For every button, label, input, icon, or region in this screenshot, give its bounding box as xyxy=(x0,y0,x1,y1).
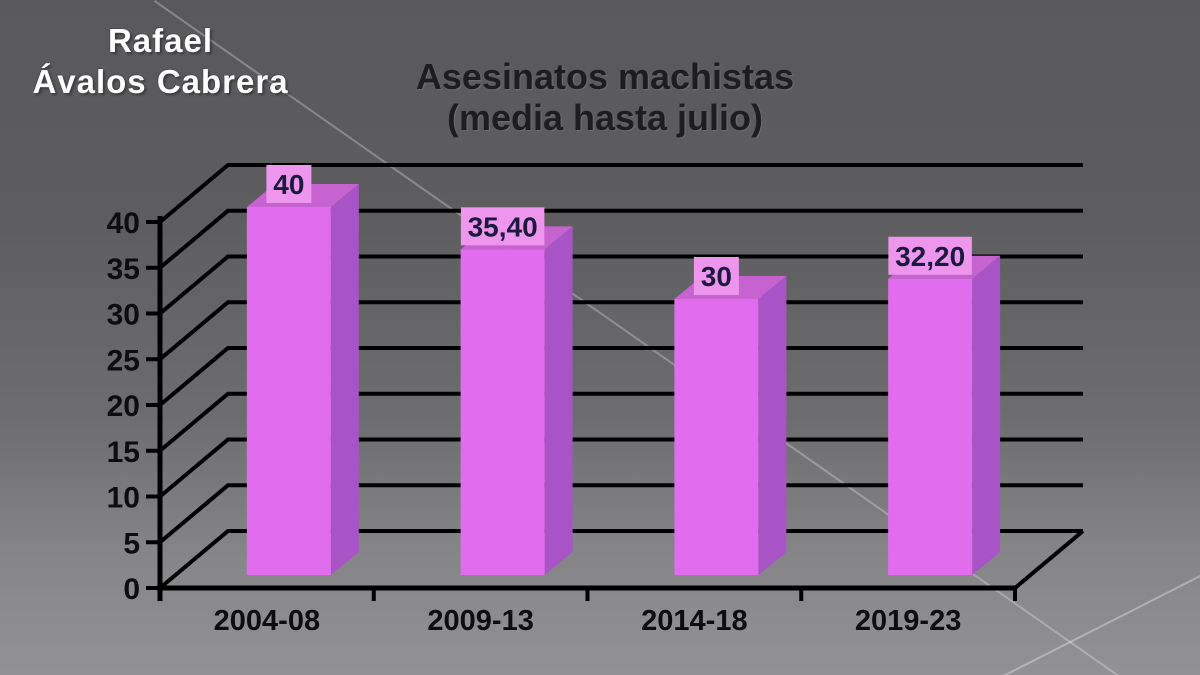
bar-front-face xyxy=(460,249,545,575)
y-tick-label: 10 xyxy=(107,482,140,515)
bar-2014-18 xyxy=(674,276,787,575)
value-label-box xyxy=(888,236,972,275)
bar-front-face xyxy=(674,299,759,575)
value-label: 35,40 xyxy=(460,207,545,246)
bar-side-face xyxy=(544,226,573,575)
value-label-text: 32,20 xyxy=(895,241,965,272)
y-tick-label: 40 xyxy=(107,207,140,240)
author-signature: Rafael Ávalos Cabrera xyxy=(28,20,293,102)
y-tick-label: 30 xyxy=(107,299,140,332)
author-signature-line2: Ávalos Cabrera xyxy=(32,63,289,100)
bar-side-face xyxy=(330,184,359,575)
category-label: 2019-23 xyxy=(855,605,961,637)
chart-title: Asesinatos machistas xyxy=(415,56,795,97)
value-label: 40 xyxy=(266,165,312,203)
category-label: 2004-08 xyxy=(214,605,320,637)
value-label-text: 35,40 xyxy=(468,211,538,242)
value-label-box xyxy=(266,165,312,203)
y-axis-labels: 0 5 10 15 20 25 30 35 40 xyxy=(107,207,140,606)
y-tick-label: 20 xyxy=(107,390,140,423)
value-label: 30 xyxy=(693,257,739,295)
value-label-box xyxy=(693,257,739,295)
value-label: 32,20 xyxy=(888,236,972,275)
value-labels: 40 35,40 30 32,20 xyxy=(266,165,972,295)
value-label-text: 30 xyxy=(701,261,732,292)
bar-2019-23 xyxy=(888,255,1001,575)
chart-subtitle: (media hasta julio) xyxy=(446,97,764,138)
floor-right-edge xyxy=(1013,529,1085,590)
author-signature-line1: Rafael xyxy=(107,22,214,59)
y-tick-label: 35 xyxy=(107,253,140,286)
x-axis-labels: 2004-08 2009-13 2014-18 2019-23 xyxy=(214,605,962,637)
y-tick-label: 5 xyxy=(123,527,140,560)
bar-2004-08 xyxy=(246,184,359,575)
y-tick-label: 15 xyxy=(107,436,140,469)
bar-front-face xyxy=(888,278,973,575)
bar-side-face xyxy=(972,255,1001,575)
y-tick-label: 25 xyxy=(107,344,140,377)
category-label: 2009-13 xyxy=(427,605,533,637)
value-label-text: 40 xyxy=(273,169,304,200)
axes xyxy=(157,216,1085,601)
category-label: 2014-18 xyxy=(641,605,747,637)
bar-front-face xyxy=(246,207,331,575)
y-tick-label: 0 xyxy=(123,573,140,606)
bars xyxy=(246,184,1001,575)
bar-2009-13 xyxy=(460,226,573,575)
bar-side-face xyxy=(758,276,787,575)
chart-title-block: Asesinatos machistas (media hasta julio) xyxy=(305,56,905,138)
value-label-box xyxy=(460,207,545,246)
